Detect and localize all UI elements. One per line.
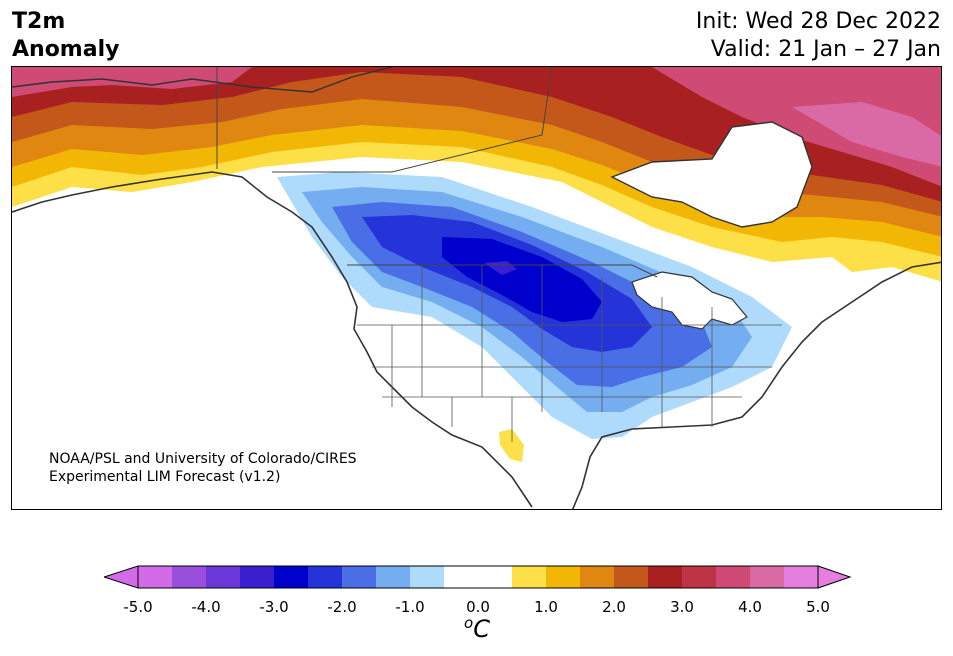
credit-line-1: NOAA/PSL and University of Colorado/CIRE… <box>49 451 357 467</box>
warm-anomaly-band-8 <box>792 102 941 167</box>
warm-anomaly-band-7 <box>652 67 941 187</box>
colorbar-tick-label: -2.0 <box>327 598 357 616</box>
colorbar-tick-label: 0.0 <box>466 598 490 616</box>
colorbar-tick-label: -3.0 <box>259 598 289 616</box>
colorbar-tick-label: -5.0 <box>123 598 153 616</box>
map-title: T2m Anomaly <box>12 8 119 64</box>
title-type: Anomaly <box>12 37 120 62</box>
unit-celsius: C <box>473 615 490 643</box>
colorbar-tick-label: 5.0 <box>806 598 830 616</box>
colorbar <box>104 565 852 589</box>
colorbar-over-arrow <box>817 565 852 589</box>
colorbar-tick-label: -4.0 <box>191 598 221 616</box>
cold-anomaly-band-5 <box>442 237 602 322</box>
colorbar-cell <box>648 566 683 588</box>
coastline <box>12 171 533 508</box>
colorbar-cell <box>274 566 309 588</box>
colorbar-unit: oC <box>464 614 490 643</box>
colorbar-cell <box>172 566 207 588</box>
forecast-dates: Init: Wed 28 Dec 2022 Valid: 21 Jan – 27… <box>696 8 941 64</box>
colorbar-cell <box>546 566 581 588</box>
colorbar-cell <box>580 566 615 588</box>
state-lines <box>357 265 782 442</box>
us-canada-border <box>216 67 658 278</box>
colorbar-cell <box>206 566 241 588</box>
unit-degree-symbol: o <box>464 614 474 632</box>
map-panel <box>11 66 942 510</box>
colorbar-cell <box>614 566 649 588</box>
anomaly-map <box>12 67 941 509</box>
colorbar-cell <box>308 566 343 588</box>
colorbar-cell <box>410 566 445 588</box>
colorbar-cell <box>376 566 411 588</box>
colorbar-tick-label: 3.0 <box>670 598 694 616</box>
colorbar-under-arrow <box>104 565 139 589</box>
title-variable: T2m <box>12 9 66 34</box>
colorbar-frame <box>137 565 819 589</box>
colorbar-cell <box>716 566 751 588</box>
credit-line-2: Experimental LIM Forecast (v1.2) <box>49 469 281 485</box>
great-lakes <box>631 271 748 330</box>
colorbar-cell <box>682 566 717 588</box>
colorbar-tick-label: 4.0 <box>738 598 762 616</box>
credit-text: NOAA/PSL and University of Colorado/CIRE… <box>49 450 357 486</box>
coastline-gulf <box>571 261 941 509</box>
warm-anomaly-band-5 <box>12 67 941 202</box>
coastline-north <box>12 67 393 93</box>
colorbar-cell <box>784 566 819 588</box>
colorbar-cell <box>342 566 377 588</box>
colorbar-cell <box>444 566 479 588</box>
hudson-bay <box>610 121 813 228</box>
warm-anomaly-blob <box>499 429 524 462</box>
colorbar-cell <box>138 566 173 588</box>
colorbar-cell <box>750 566 785 588</box>
colorbar-cell <box>478 566 513 588</box>
colorbar-cells <box>138 566 819 588</box>
colorbar-tick-label: 2.0 <box>602 598 626 616</box>
colorbar-cell <box>512 566 547 588</box>
colorbar-tick-label: 1.0 <box>534 598 558 616</box>
colorbar-tick-label: -1.0 <box>395 598 425 616</box>
init-date: Init: Wed 28 Dec 2022 <box>695 9 941 34</box>
valid-date: Valid: 21 Jan – 27 Jan <box>710 37 941 62</box>
colorbar-cell <box>240 566 275 588</box>
